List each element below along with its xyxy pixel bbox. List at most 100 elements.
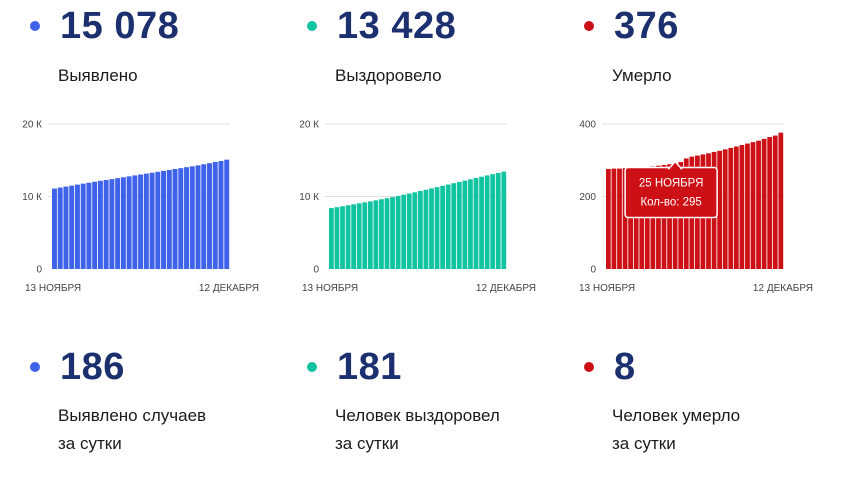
bar[interactable] <box>138 174 144 269</box>
bar[interactable] <box>52 188 57 269</box>
bar[interactable] <box>401 194 407 269</box>
bar[interactable] <box>418 191 423 269</box>
bar[interactable] <box>722 149 728 270</box>
daily-deaths-dot-icon <box>584 362 594 372</box>
bar[interactable] <box>772 135 778 269</box>
bar[interactable] <box>628 168 634 269</box>
bar[interactable] <box>201 164 207 269</box>
bar[interactable] <box>611 168 617 269</box>
bar[interactable] <box>390 197 395 269</box>
bar[interactable] <box>143 173 149 269</box>
bar[interactable] <box>728 147 734 269</box>
chart-svg: 0 10 К 20 К 13 НОЯБРЯ 12 ДЕКАБРЯ <box>22 120 259 295</box>
bar[interactable] <box>362 202 368 269</box>
bar[interactable] <box>161 170 167 269</box>
bar[interactable] <box>334 207 340 269</box>
total-deaths-label: Умерло <box>612 66 672 85</box>
bar[interactable] <box>155 171 161 269</box>
recovered-chart[interactable]: 0 10 К 20 К 13 НОЯБРЯ 12 ДЕКАБРЯ <box>277 112 557 297</box>
bar[interactable] <box>69 185 75 270</box>
bar[interactable] <box>778 132 784 269</box>
bar[interactable] <box>484 175 490 269</box>
bar[interactable] <box>218 160 224 269</box>
bar[interactable] <box>429 188 434 269</box>
bar[interactable] <box>384 198 390 269</box>
bar[interactable] <box>756 140 761 269</box>
bar[interactable] <box>462 180 468 269</box>
bar[interactable] <box>739 145 745 269</box>
bar[interactable] <box>178 168 184 269</box>
bar[interactable] <box>57 187 63 269</box>
bar[interactable] <box>423 189 429 269</box>
bar[interactable] <box>356 203 362 269</box>
bar[interactable] <box>617 168 622 269</box>
bar[interactable] <box>745 143 750 269</box>
bar[interactable] <box>166 169 172 269</box>
bar[interactable] <box>126 176 132 269</box>
chart-svg: 0 10 К 20 К 13 НОЯБРЯ 12 ДЕКАБРЯ <box>299 120 536 295</box>
bar[interactable] <box>606 168 611 269</box>
bar[interactable] <box>329 208 334 269</box>
bar[interactable] <box>80 183 86 269</box>
bar[interactable] <box>172 169 178 269</box>
bar[interactable] <box>184 167 189 269</box>
bar[interactable] <box>74 184 80 269</box>
bar[interactable] <box>120 177 126 269</box>
bar[interactable] <box>340 206 345 269</box>
x-tick-label-start: 13 НОЯБРЯ <box>302 283 358 294</box>
bar[interactable] <box>445 184 451 269</box>
bar[interactable] <box>115 178 121 269</box>
bar[interactable] <box>97 180 103 269</box>
bar[interactable] <box>189 166 195 269</box>
deaths-chart[interactable]: 0 200 400 13 НОЯБРЯ 12 ДЕКАБРЯ 25 НОЯБРЯ Кол-в… <box>554 112 834 297</box>
daily-recovered-label-line1: Человек выздоровел <box>335 406 500 425</box>
bar[interactable] <box>495 172 501 269</box>
bar[interactable] <box>345 205 351 269</box>
panel-recovered: 13 428 Выздоровело 0 10 К 20 К 13 НОЯБРЯ 12 … <box>299 0 577 478</box>
bar[interactable] <box>224 159 230 269</box>
bar[interactable] <box>761 138 767 269</box>
y-tick-label: 400 <box>579 120 596 131</box>
total-deaths-row: 376 <box>584 6 679 46</box>
bar[interactable] <box>379 199 384 269</box>
bar[interactable] <box>622 168 628 269</box>
daily-detected-row: 186 <box>30 347 125 387</box>
bar[interactable] <box>92 181 98 269</box>
bar[interactable] <box>195 165 201 269</box>
bar[interactable] <box>86 182 92 269</box>
bar[interactable] <box>633 167 639 269</box>
bar[interactable] <box>473 178 479 269</box>
y-tick-label: 0 <box>313 265 319 276</box>
chart-tooltip: 25 НОЯБРЯ Кол-во: 295 <box>624 160 718 219</box>
bar[interactable] <box>434 187 440 269</box>
bar[interactable] <box>212 161 218 269</box>
detected-chart[interactable]: 0 10 К 20 К 13 НОЯБРЯ 12 ДЕКАБРЯ <box>0 112 280 297</box>
bar[interactable] <box>351 204 357 269</box>
bar[interactable] <box>373 200 379 269</box>
daily-recovered-value: 181 <box>337 346 402 388</box>
bar[interactable] <box>63 186 69 269</box>
bar[interactable] <box>479 176 484 269</box>
bar[interactable] <box>406 193 412 269</box>
daily-deaths-label: Человек умерло за сутки <box>612 402 740 458</box>
bar[interactable] <box>412 192 418 269</box>
chart-svg: 0 200 400 13 НОЯБРЯ 12 ДЕКАБРЯ 25 НОЯБРЯ Кол-в… <box>579 120 813 295</box>
bar[interactable] <box>132 175 138 269</box>
bar[interactable] <box>733 146 739 269</box>
daily-recovered-dot-icon <box>307 362 317 372</box>
bar[interactable] <box>767 137 773 269</box>
bar[interactable] <box>103 179 109 269</box>
bar[interactable] <box>501 171 507 269</box>
bar[interactable] <box>456 181 462 269</box>
bar[interactable] <box>468 179 473 269</box>
bar[interactable] <box>207 163 212 269</box>
bar[interactable] <box>109 179 115 269</box>
bar[interactable] <box>149 172 155 269</box>
bar[interactable] <box>717 150 723 269</box>
bar[interactable] <box>395 195 401 269</box>
bar[interactable] <box>451 183 457 269</box>
bar[interactable] <box>440 185 446 269</box>
bar[interactable] <box>367 201 373 269</box>
bar[interactable] <box>750 142 756 270</box>
bar[interactable] <box>490 174 496 269</box>
